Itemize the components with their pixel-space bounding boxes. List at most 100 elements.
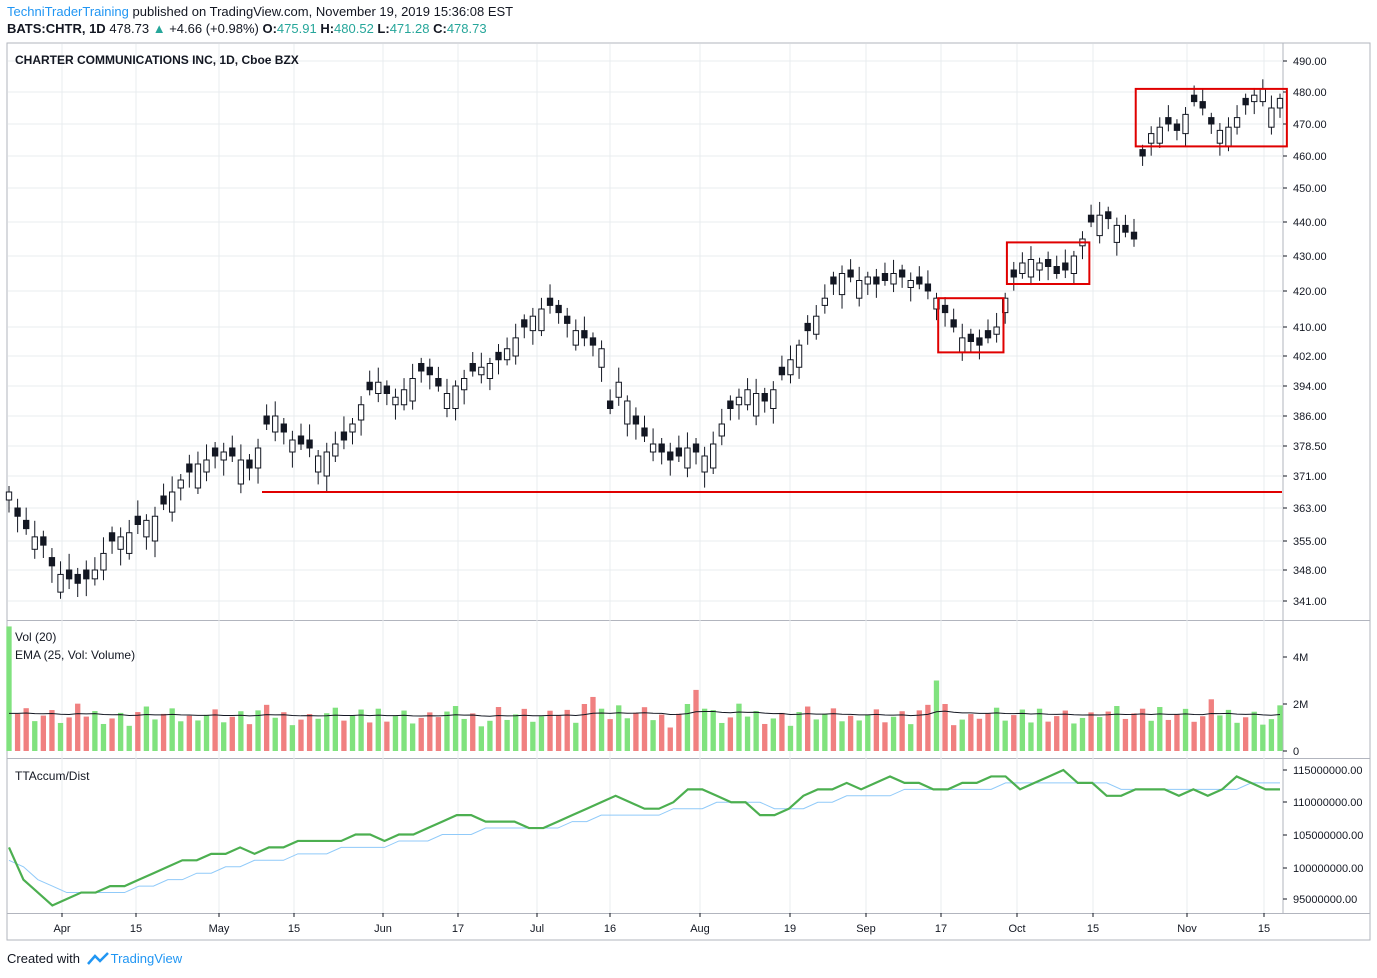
volume-bar bbox=[633, 712, 639, 751]
candle-body bbox=[203, 459, 210, 473]
time-axis-label: 17 bbox=[452, 923, 464, 935]
volume-bar bbox=[1217, 715, 1223, 751]
volume-bar bbox=[117, 712, 124, 751]
candle-body bbox=[1233, 117, 1241, 128]
publisher-link[interactable]: TechniTraderTraining bbox=[7, 4, 129, 19]
candle-body bbox=[186, 463, 193, 473]
volume-bar bbox=[478, 726, 484, 751]
volume-bar bbox=[976, 718, 983, 751]
candle-body bbox=[83, 569, 90, 580]
candle-body bbox=[589, 337, 597, 346]
candle-body bbox=[847, 269, 854, 278]
candle-body bbox=[1113, 224, 1120, 243]
candle-body bbox=[916, 276, 923, 285]
volume-bar bbox=[1062, 710, 1068, 751]
candle-body bbox=[400, 389, 408, 406]
candle-body bbox=[357, 404, 365, 421]
volume-bar bbox=[487, 720, 493, 751]
volume-bar bbox=[143, 706, 150, 751]
candle-body bbox=[169, 491, 176, 513]
price-axis-label: 363.00 bbox=[1293, 503, 1327, 515]
time-axis-label: 16 bbox=[604, 923, 616, 935]
volume-bar bbox=[203, 714, 210, 751]
volume-bar bbox=[1096, 717, 1103, 751]
volume-bar bbox=[289, 725, 296, 751]
candle-body bbox=[126, 532, 133, 554]
volume-bar bbox=[581, 704, 588, 751]
volume-bar bbox=[444, 711, 450, 751]
price-axis-label: 490.00 bbox=[1293, 56, 1327, 68]
volume-bar bbox=[470, 713, 476, 751]
candle-body bbox=[478, 366, 485, 376]
candle-body bbox=[1190, 94, 1198, 103]
volume-bar bbox=[1131, 713, 1137, 751]
candle-body bbox=[1044, 259, 1052, 267]
published-text: published on TradingView.com, November 1… bbox=[132, 4, 514, 19]
candle-body bbox=[512, 337, 519, 357]
volume-bar bbox=[1208, 699, 1214, 751]
candle-body bbox=[237, 459, 245, 485]
candle-body bbox=[366, 381, 373, 391]
candle-body bbox=[117, 536, 124, 550]
highlight-box bbox=[937, 297, 1005, 354]
candle-body bbox=[1139, 149, 1146, 157]
volume-axis-label: 4M bbox=[1293, 652, 1308, 664]
volume-bar bbox=[32, 721, 38, 751]
volume-bar bbox=[555, 715, 562, 751]
volume-bar bbox=[865, 714, 871, 751]
candle-body bbox=[340, 431, 348, 441]
volume-bar bbox=[1105, 711, 1111, 751]
volume-bar bbox=[959, 719, 965, 751]
price-axis-label: 460.00 bbox=[1293, 151, 1327, 163]
volume-bar bbox=[882, 722, 888, 751]
volume-bar bbox=[753, 711, 759, 751]
volume-bar bbox=[839, 721, 845, 751]
candle-body bbox=[289, 439, 296, 453]
candle-body bbox=[770, 389, 777, 409]
candle-body bbox=[469, 363, 476, 372]
candle-body bbox=[246, 459, 253, 469]
candle-body bbox=[572, 330, 579, 346]
volume-bar bbox=[169, 708, 175, 751]
volume-bar bbox=[135, 712, 141, 751]
candle-body bbox=[297, 435, 305, 445]
volume-bar bbox=[238, 711, 244, 751]
volume-bar bbox=[830, 708, 837, 751]
candle-body bbox=[220, 451, 227, 461]
volume-bar bbox=[1251, 711, 1257, 751]
volume-bar bbox=[933, 680, 940, 751]
tradingview-link[interactable]: TradingView bbox=[110, 951, 183, 966]
time-axis-label: 17 bbox=[935, 923, 947, 935]
volume-bar bbox=[616, 705, 622, 751]
time-axis-label: Aug bbox=[690, 923, 710, 935]
candle-body bbox=[1259, 88, 1266, 103]
volume-bar bbox=[1122, 718, 1129, 751]
volume-bar bbox=[770, 718, 776, 751]
volume-axis-label: 0 bbox=[1293, 746, 1299, 758]
volume-bar bbox=[384, 721, 390, 751]
candle-body bbox=[1276, 97, 1284, 109]
candle-body bbox=[1019, 262, 1026, 274]
volume-bar bbox=[1242, 717, 1249, 751]
candle-body bbox=[1105, 211, 1112, 220]
candle-body bbox=[632, 415, 640, 425]
candle-body bbox=[1251, 94, 1258, 103]
time-axis-label: Oct bbox=[1008, 923, 1025, 935]
volume-bar bbox=[409, 723, 416, 751]
accum-axis-label: 105000000.00 bbox=[1293, 830, 1363, 842]
candle-body bbox=[151, 515, 159, 542]
candle-body bbox=[658, 443, 665, 453]
price-axis-label: 371.00 bbox=[1293, 471, 1327, 483]
candle-body bbox=[194, 463, 202, 489]
price-axis-label: 394.00 bbox=[1293, 381, 1327, 393]
volume-bar bbox=[530, 721, 536, 751]
candle-body bbox=[1148, 133, 1155, 144]
volume-bar bbox=[92, 711, 98, 751]
symbol-line: BATS:CHTR, 1D 478.73 ▲ +4.66 (+0.98%) O:… bbox=[7, 21, 487, 36]
candle-body bbox=[624, 400, 631, 425]
price-change: +4.66 (+0.98%) bbox=[169, 21, 259, 36]
price-axis-label: 410.00 bbox=[1293, 322, 1327, 334]
candle-body bbox=[1156, 126, 1163, 144]
volume-bar bbox=[427, 712, 433, 751]
